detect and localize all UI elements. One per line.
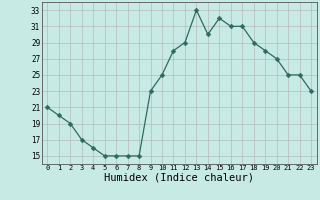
X-axis label: Humidex (Indice chaleur): Humidex (Indice chaleur) (104, 173, 254, 183)
